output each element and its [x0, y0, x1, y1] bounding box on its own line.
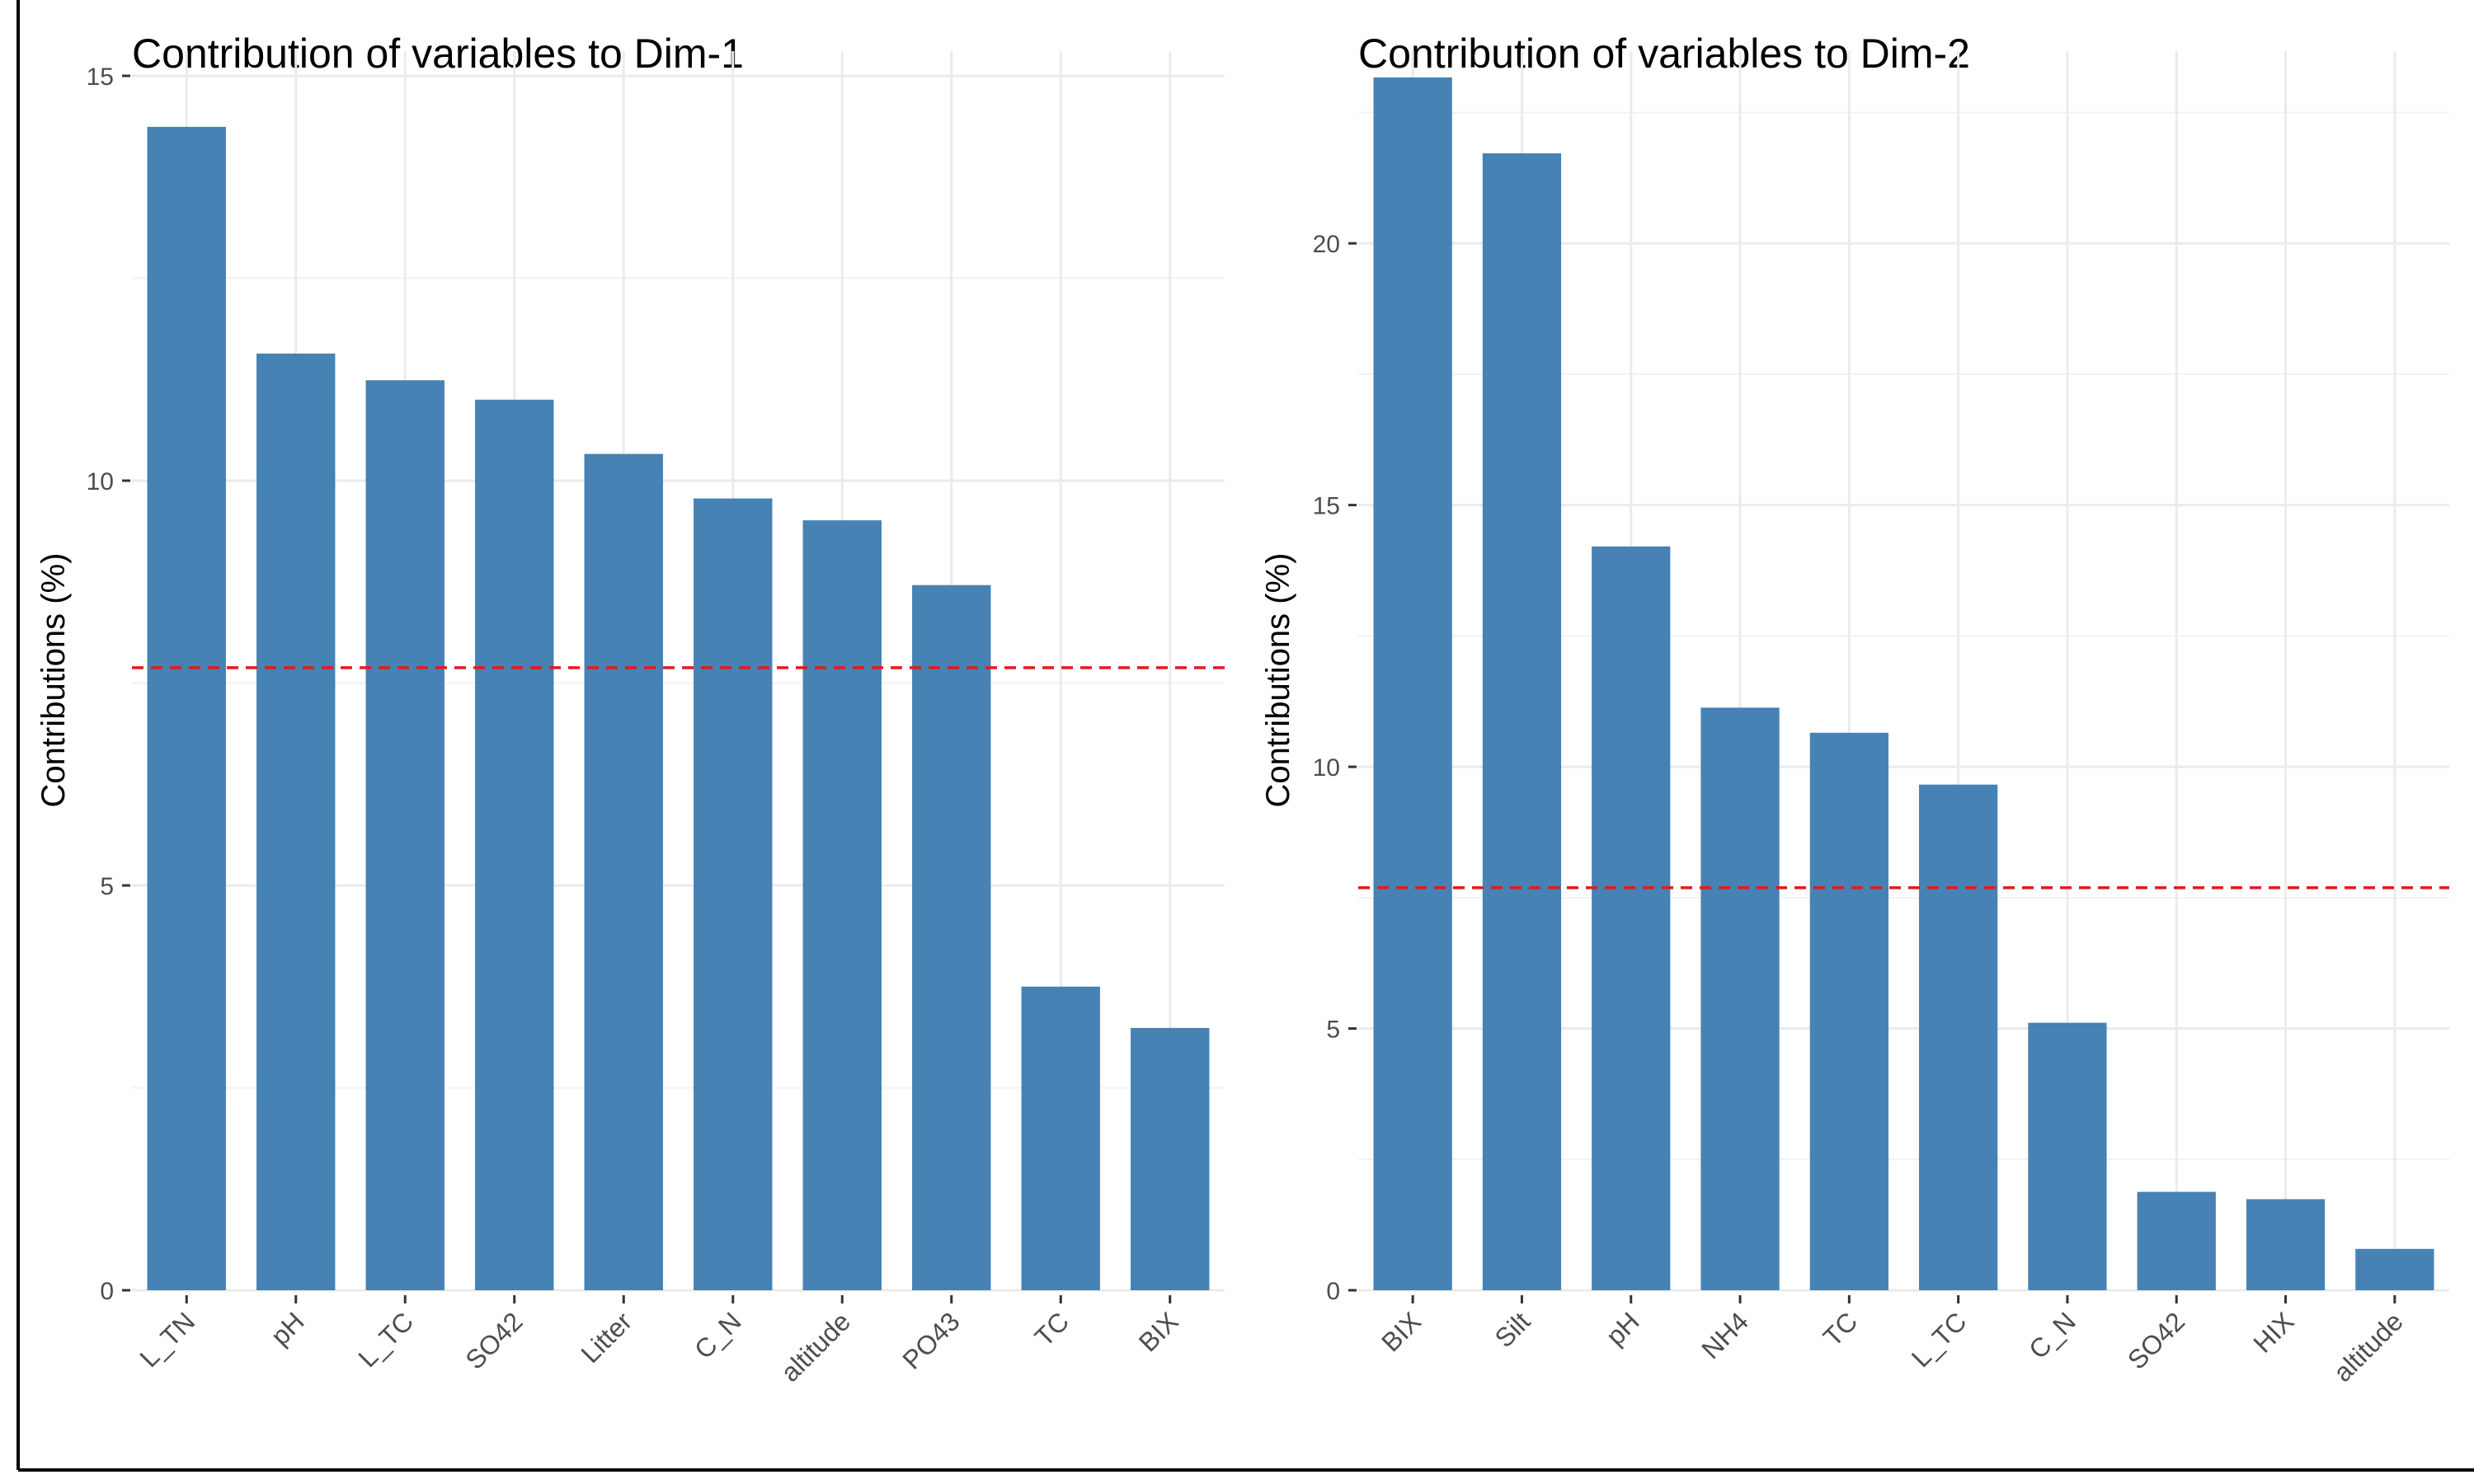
- bar-BIX: [1131, 1027, 1210, 1290]
- y-axis-label-dim1: Contributions (%): [35, 552, 72, 807]
- plot-area: [132, 51, 1225, 1292]
- y-axis-label-dim2: Contributions (%): [1260, 552, 1296, 807]
- bar-SO42: [475, 399, 554, 1290]
- bar-C_N: [2028, 1022, 2107, 1290]
- bar-SO42: [2137, 1191, 2216, 1290]
- bar-altitude: [2355, 1248, 2434, 1290]
- bar-L_TC: [365, 380, 444, 1291]
- y-tick-label: 15: [87, 63, 114, 91]
- chart-panel-dim1: Contribution of variables to Dim-1 Contr…: [35, 31, 1225, 1388]
- y-tick-label: 20: [1313, 231, 1340, 258]
- chart-panel-dim2: Contribution of variables to Dim-2 Contr…: [1260, 31, 2449, 1388]
- bar-L_TC: [1919, 784, 1998, 1290]
- y-tick-label: 10: [1313, 754, 1340, 782]
- bar-HIX: [2246, 1199, 2326, 1290]
- y-tick-label: 15: [1313, 493, 1340, 520]
- y-tick-label: 10: [87, 468, 114, 495]
- chart-title-dim1: Contribution of variables to Dim-1: [132, 31, 744, 77]
- y-tick-label: 0: [100, 1278, 114, 1305]
- y-tick-label: 0: [1326, 1278, 1340, 1305]
- y-tick-label: 5: [100, 873, 114, 900]
- bar-L_TN: [147, 126, 226, 1291]
- bar-C_N: [694, 498, 773, 1290]
- bar-pH: [256, 353, 336, 1291]
- chart-title-dim2: Contribution of variables to Dim-2: [1358, 31, 1970, 77]
- y-tick-label: 5: [1326, 1017, 1340, 1044]
- bar-pH: [1592, 546, 1671, 1290]
- bar-Litter: [584, 453, 663, 1290]
- bar-altitude: [802, 520, 882, 1290]
- bar-TC: [1021, 986, 1100, 1290]
- bar-Silt: [1482, 153, 1562, 1290]
- bar-TC: [1809, 732, 1888, 1290]
- plot-area: [1358, 51, 2449, 1292]
- bar-BIX: [1373, 77, 1452, 1290]
- bar-NH4: [1700, 707, 1780, 1290]
- bar-PO43: [912, 585, 991, 1290]
